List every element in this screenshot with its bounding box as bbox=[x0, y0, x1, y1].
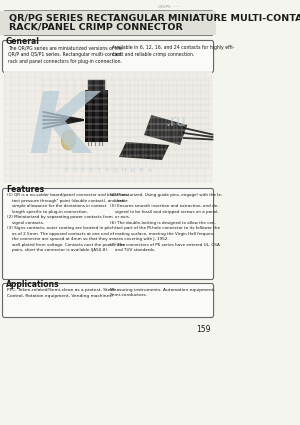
Text: The QR/PG series are miniaturized versions of the
QR/P and QS/P1 series. Rectang: The QR/PG series are miniaturized versio… bbox=[8, 45, 122, 64]
Text: Applications: Applications bbox=[6, 280, 59, 289]
Text: 159: 159 bbox=[196, 325, 210, 334]
Circle shape bbox=[61, 130, 76, 150]
Text: QR/PG SERIES RECTANGULAR MINIATURE MULTI-CONTACT: QR/PG SERIES RECTANGULAR MINIATURE MULTI… bbox=[9, 14, 300, 23]
Text: Available in 6, 12, 16, and 24 contacts for highly effi-
cient and reliable crim: Available in 6, 12, 16, and 24 contacts … bbox=[112, 45, 234, 57]
Text: QR/P5  ·····: QR/P5 ····· bbox=[158, 5, 180, 8]
Polygon shape bbox=[119, 142, 169, 160]
Bar bbox=[4, 72, 212, 182]
Bar bbox=[0, 11, 216, 35]
Text: K: K bbox=[28, 88, 94, 170]
Polygon shape bbox=[144, 115, 187, 145]
FancyBboxPatch shape bbox=[2, 40, 214, 73]
Text: General: General bbox=[6, 37, 40, 46]
Text: .ru: .ru bbox=[166, 113, 187, 128]
Bar bbox=[88, 80, 105, 90]
Text: PPC, Token-related/Semi-clean as a protest, Steel
Control, Rotation equipment, V: PPC, Token-related/Semi-clean as a prote… bbox=[7, 288, 115, 298]
Text: (4) Miniaturized. Using guide pins, engage/ with the le-
    vertor.
(5) Ensures: (4) Miniaturized. Using guide pins, enga… bbox=[110, 193, 223, 252]
FancyBboxPatch shape bbox=[2, 189, 214, 280]
Bar bbox=[85, 90, 108, 142]
Text: Э  Л  Е  К  Т  Р  О  Н  И  К  А: Э Л Е К Т Р О Н И К А bbox=[64, 168, 152, 173]
Text: (1) QR is a no-solder board/panel connector and blade con-
    tact pressure thr: (1) QR is a no-solder board/panel connec… bbox=[7, 193, 129, 252]
Text: Features: Features bbox=[6, 185, 44, 194]
FancyBboxPatch shape bbox=[2, 283, 214, 317]
Text: Measuring instruments, Automation equipment,
Semi-conductors.: Measuring instruments, Automation equipm… bbox=[110, 288, 215, 298]
Text: RACK/PANEL CRIMP CONNECTOR: RACK/PANEL CRIMP CONNECTOR bbox=[9, 22, 182, 31]
